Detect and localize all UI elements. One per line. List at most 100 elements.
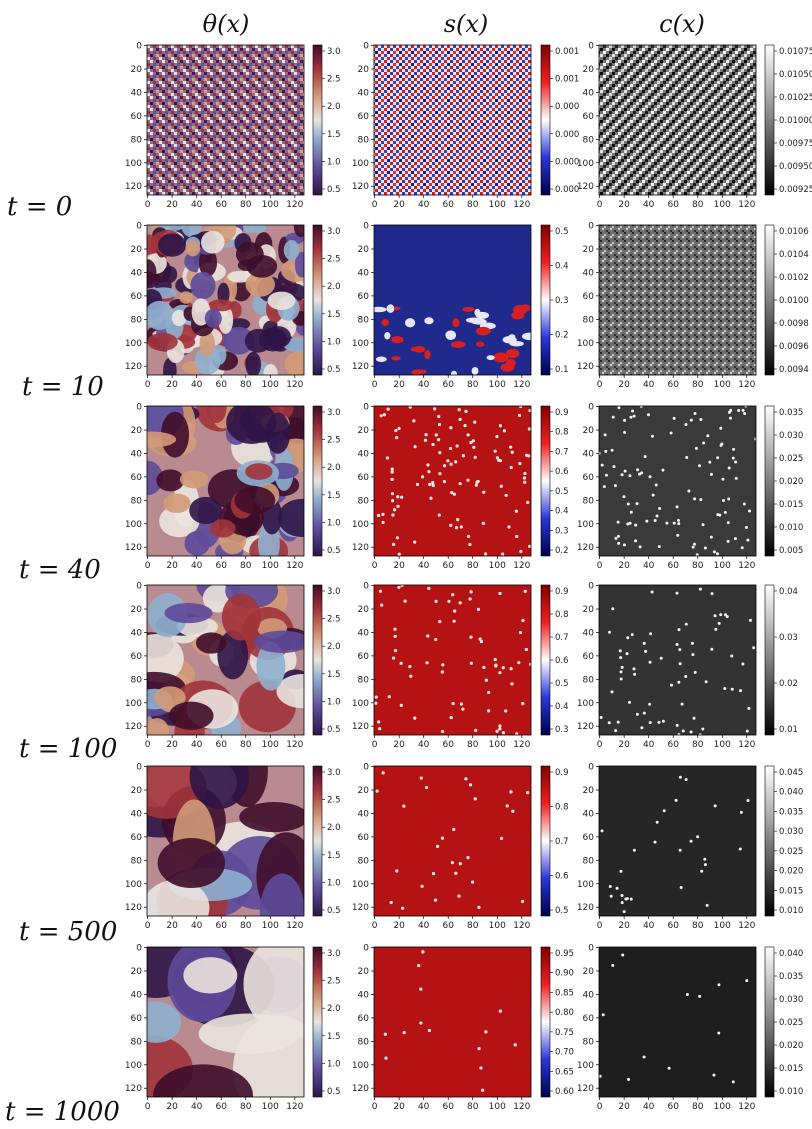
defect-spot [675, 723, 679, 727]
defect-spot [654, 483, 658, 487]
colorbar-label: 0.8 [555, 428, 569, 438]
heatmap-theta [147, 45, 304, 195]
defect-spot [723, 613, 727, 617]
x-tick-label: 40 [191, 380, 203, 390]
x-tick-label: 0 [372, 740, 378, 750]
y-tick-label: 80 [358, 496, 370, 506]
x-tick-label: 100 [489, 561, 506, 571]
y-tick-label: 40 [583, 809, 595, 819]
y-tick-label: 120 [352, 722, 369, 732]
defect-spot [617, 406, 621, 410]
vortex-defect [415, 482, 420, 487]
y-tick-label: 40 [131, 990, 143, 1000]
colorbar-gradient [540, 44, 551, 196]
colorbar-label: 0.045 [779, 768, 803, 778]
colorbar-label: 1.5 [327, 310, 341, 320]
x-tick-label: 40 [643, 921, 655, 931]
vortex-defect [433, 407, 437, 411]
defect-spot [712, 550, 716, 554]
vortex-defect [379, 414, 383, 418]
y-tick-label: 0 [588, 582, 594, 592]
phase-domain [147, 259, 157, 286]
vortex-defect [449, 462, 453, 466]
colorbar-gradient [764, 44, 775, 196]
defect-spot [603, 433, 607, 437]
vortex-defect [498, 724, 502, 728]
y-tick-label: 0 [363, 403, 369, 413]
colorbar-label: 0.80 [555, 1008, 574, 1018]
panel-c-t100: 0020204040606080801001001201200.040.030.… [577, 582, 798, 750]
colorbar-label: 0.005 [779, 546, 803, 556]
panel-frame [598, 44, 757, 196]
phase-domain [217, 282, 230, 305]
s-patch [509, 340, 524, 347]
defect-spot [733, 537, 737, 541]
vortex-defect [391, 513, 395, 517]
colorbar-label: 0.01025 [779, 93, 812, 103]
vortex-defect [498, 424, 503, 428]
vortex-defect [498, 671, 502, 675]
defect-spot [690, 641, 694, 645]
x-tick-label: 0 [597, 200, 603, 210]
y-tick-label: 60 [131, 473, 143, 483]
phase-domain [153, 1064, 253, 1097]
phase-domain [234, 486, 276, 515]
defect-spot [640, 726, 644, 730]
heatmap-s [374, 947, 531, 1097]
colorbar-s-t100: 0.9 0.8 0.7 0.6 0.5 0.4 0.3 [540, 584, 569, 736]
vortex-defect [433, 898, 438, 902]
vortex-defect [383, 1032, 387, 1036]
defect-spot [694, 446, 698, 450]
vortex-defect [450, 491, 454, 495]
y-tick-label: 20 [358, 967, 370, 977]
vortex-defect [378, 727, 382, 731]
defect-spot [687, 489, 691, 493]
vortex-defect [412, 419, 416, 423]
defect-spot [611, 415, 615, 419]
vortex-defect [458, 417, 462, 421]
x-tick-label: 120 [513, 1102, 530, 1112]
vortex-defect [390, 492, 395, 496]
vortex-defect [420, 475, 425, 479]
panel-frame [598, 946, 757, 1098]
vortex-defect [384, 1056, 388, 1060]
phase-domain [245, 351, 262, 375]
vortex-defect [468, 542, 472, 547]
x-tick-label: 40 [191, 740, 203, 750]
s-patch [470, 318, 487, 325]
x-tick-label: 120 [286, 740, 303, 750]
s-patch [413, 345, 426, 353]
vortex-defect [442, 480, 447, 484]
x-tick-label: 100 [489, 380, 506, 390]
y-tick-label: 0 [363, 222, 369, 232]
vortex-defect [381, 771, 385, 775]
defect-spot [600, 829, 604, 833]
defect-spot [638, 472, 642, 476]
colorbar-gradient [764, 584, 775, 736]
defect-spot [643, 455, 647, 459]
panel-frame [146, 765, 305, 917]
x-tick-label: 100 [714, 921, 731, 931]
defect-spot [655, 514, 659, 518]
defect-spot [741, 662, 745, 666]
vortex-defect [474, 728, 478, 732]
x-tick-label: 60 [667, 200, 679, 210]
defect-spot [741, 408, 745, 412]
defect-spot [619, 656, 623, 660]
vortex-defect [393, 648, 398, 653]
vortex-defect [434, 637, 438, 642]
y-tick-label: 120 [352, 362, 369, 372]
x-tick-label: 20 [166, 1102, 178, 1112]
y-tick-label: 40 [583, 990, 595, 1000]
phase-domain [239, 802, 304, 833]
x-tick-label: 80 [467, 380, 479, 390]
defect-spot [685, 455, 689, 459]
colorbar-theta-t1000: 3.0 2.5 2.0 1.5 1.0 0.5 [312, 946, 341, 1098]
defect-spot [684, 778, 688, 782]
colorbar-label: 0.7 [555, 837, 569, 847]
colorbar-label: 0.00975 [779, 139, 812, 149]
vortex-defect [515, 534, 519, 539]
colorbar-label: 0.035 [779, 807, 803, 817]
phase-domain [267, 291, 296, 310]
vortex-defect [438, 451, 442, 455]
